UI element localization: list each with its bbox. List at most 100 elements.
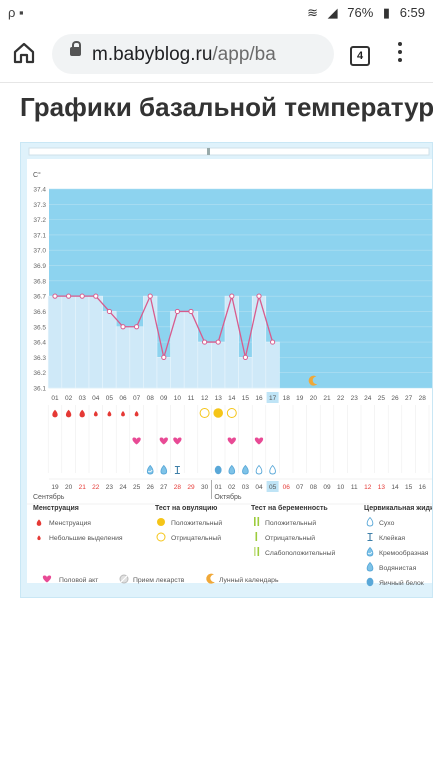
temperature-bar (238, 357, 253, 389)
intercourse-icon (173, 437, 182, 445)
cycle-day-label: 04 (92, 395, 100, 402)
legend-moon-label: Лунный календарь (219, 576, 279, 584)
cycle-day-label: 11 (188, 395, 195, 402)
battery-text: 76% (347, 5, 374, 20)
legend-light-bleeding-label: Небольшие выделения (49, 534, 123, 542)
temperature-bar (143, 295, 158, 389)
calendar-date-label: 04 (255, 484, 263, 491)
light-bleeding-icon (93, 411, 98, 417)
ovulation-negative-icon (199, 408, 210, 418)
y-tick-label: 36.4 (33, 340, 46, 347)
menstruation-icon (79, 409, 85, 418)
y-tick-label: 37.2 (33, 217, 46, 224)
chart-scrollbar (28, 147, 430, 156)
cycle-day-label: 20 (310, 395, 318, 402)
temperature-point (215, 339, 221, 345)
signal-icon: ◢ (327, 5, 338, 20)
cycle-day-label: 12 (201, 395, 209, 402)
legend-cervical-egg-white-icon (366, 577, 374, 587)
calendar-date-label: 28 (174, 484, 182, 491)
calendar-date-label: 06 (283, 484, 291, 491)
calendar-date-label: 26 (147, 484, 155, 491)
cervical-egg-white-icon (214, 465, 222, 475)
status-bar: ρ ▪ ≋ ◢ 76% ▮ 6:59 (0, 0, 433, 26)
ovulation-positive-icon (213, 408, 223, 418)
temperature-point (79, 293, 85, 299)
cycle-day-label: 28 (419, 395, 427, 402)
lock-icon (70, 41, 81, 56)
more-menu-icon[interactable] (398, 42, 404, 66)
calendar-date-label: 13 (378, 484, 386, 491)
calendar-date-label: 16 (419, 484, 427, 491)
calendar-date-label: 03 (242, 484, 250, 491)
cervical-dry-icon (255, 464, 263, 475)
temperature-point (188, 308, 194, 315)
legend-cervical-label: Яичный белок (379, 579, 424, 587)
url-bar[interactable]: m.babyblog.ru/app/ba (52, 34, 334, 74)
current-day-highlight (266, 392, 279, 403)
calendar-date-label: 07 (296, 484, 304, 491)
legend-cervical-label: Кремообразная (379, 549, 429, 557)
y-tick-label: 36.6 (33, 309, 46, 316)
calendar-date-label: 27 (160, 484, 168, 491)
temperature-bar (75, 295, 90, 389)
y-tick-label: 37.4 (33, 187, 46, 194)
legend-menstruation-label: Менструация (49, 520, 91, 527)
calendar-date-label: 09 (323, 484, 331, 491)
y-tick-label: 36.1 (33, 386, 46, 393)
bbt-chart[interactable]: C° 37.4 37.3 37.2 37.1 37.0 36.9 36.8 36.7 36.6 36… (21, 143, 433, 598)
home-icon[interactable] (12, 41, 36, 65)
temperature-point (147, 293, 153, 299)
light-bleeding-icon (134, 411, 139, 417)
temperature-bar (115, 326, 131, 389)
temperature-bar (102, 311, 117, 389)
calendar-date-label: 30 (201, 484, 209, 491)
calendar-date-label: 19 (51, 484, 59, 491)
legend-preg-negative-icon (255, 532, 258, 541)
legend-pregnancy-title: Тест на беременность (251, 504, 328, 512)
temperature-bar (224, 295, 239, 389)
cycle-day-label: 18 (283, 395, 291, 402)
temperature-point (134, 324, 140, 330)
wifi-icon: ≋ (307, 5, 318, 20)
legend-preg-negative-label: Отрицательный (265, 534, 315, 542)
calendar-date-label: 05 (269, 484, 277, 491)
cycle-day-label: 03 (79, 395, 87, 402)
cycle-day-label: 19 (296, 395, 304, 402)
browser-toolbar: m.babyblog.ru/app/ba 4 (0, 26, 433, 83)
moon-calendar-icon (308, 375, 318, 386)
tab-switcher-button[interactable]: 4 (350, 46, 370, 66)
events-area (49, 405, 432, 473)
cycle-day-label: 22 (337, 395, 345, 402)
temperature-point (174, 308, 180, 315)
y-tick-label: 36.2 (33, 370, 46, 377)
temperature-point (202, 339, 208, 345)
cycle-day-label: 02 (65, 395, 73, 402)
legend-cervical-sticky-icon (367, 532, 373, 542)
legend-ovulation-title: Тест на овуляцию (155, 505, 217, 512)
chart-scrollbar-handle (207, 148, 210, 155)
legend-cervical-label: Сухо (379, 520, 395, 527)
y-axis-label: C° (33, 171, 41, 179)
temperature-point (93, 293, 99, 299)
y-tick-label: 36.8 (33, 278, 46, 285)
calendar-date-label: 22 (92, 484, 100, 491)
temperature-bar (265, 341, 280, 389)
calendar-date-label: 29 (187, 484, 195, 491)
y-tick-label: 36.7 (33, 294, 46, 301)
temperature-bar (170, 311, 185, 389)
month-label-october: Октябрь (214, 493, 241, 501)
legend-cervical-label: Водянистая (379, 565, 417, 572)
clock-text: 6:59 (399, 5, 425, 20)
calendar-date-label: 12 (364, 484, 372, 491)
legend-ovulation-positive-icon (157, 518, 165, 526)
status-left-icons: ρ ▪ (8, 5, 24, 20)
temperature-bar (197, 341, 212, 389)
cycle-day-label: 27 (405, 395, 413, 402)
month-label-september: Сентябрь (33, 493, 65, 501)
legend-medication-label: Прием лекарств (133, 577, 185, 584)
menstruation-icon (52, 409, 58, 418)
calendar-date-label: 23 (106, 484, 114, 491)
cycle-day-label: 10 (174, 395, 182, 402)
legend-menstruation-icon (36, 519, 42, 526)
